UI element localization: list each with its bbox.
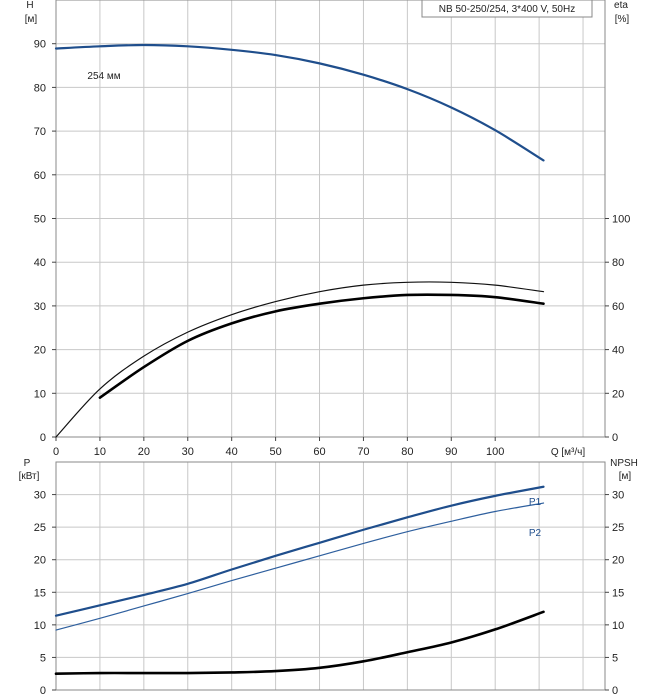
model-legend-box — [421, 0, 593, 18]
top-left-tick-label: 0 — [40, 432, 46, 444]
model-legend-text: NB 50-250/254, 3*400 V, 50Hz — [439, 4, 575, 15]
top-left-tick-label: 90 — [34, 39, 46, 51]
bottom-left-tick-label: 5 — [40, 652, 46, 664]
x-tick-label: 50 — [269, 446, 281, 458]
bottom-right-tick-label: 10 — [612, 620, 624, 632]
top-left-tick-label: 10 — [34, 388, 46, 400]
x-tick-label: 40 — [226, 446, 238, 458]
x-tick-label: 90 — [445, 446, 457, 458]
series-line-top-curve-2 — [98, 293, 545, 399]
x-tick-label: 60 — [313, 446, 325, 458]
top-right-axis-title: eta — [614, 0, 628, 11]
x-tick-label: 80 — [401, 446, 413, 458]
top-right-tick-label: 100 — [612, 214, 630, 226]
x-axis-title: Q [м³/ч] — [551, 447, 586, 458]
bottom-chart-grid — [55, 461, 606, 691]
top-left-tick-label: 30 — [34, 301, 46, 313]
top-right-tick-label: 20 — [612, 388, 624, 400]
bottom-left-axis-unit: [кВт] — [19, 471, 40, 482]
top-left-tick-label: 40 — [34, 257, 46, 269]
x-tick-label: 30 — [182, 446, 194, 458]
bottom-left-axis-title: P — [24, 458, 31, 469]
bottom-right-tick-label: 20 — [612, 555, 624, 567]
top-left-axis-title: H — [26, 0, 33, 11]
series-line-p1 — [54, 485, 545, 617]
bottom-right-axis-unit: [м] — [619, 471, 632, 482]
series-line-top-curve-1 — [55, 281, 545, 438]
top-chart-grid — [55, 0, 606, 438]
x-tick-label: 0 — [53, 446, 59, 458]
bottom-plot-frame — [55, 461, 606, 691]
bottom-right-tick-label: 30 — [612, 490, 624, 502]
top-right-tick-label: 0 — [612, 432, 618, 444]
top-right-tick-label: 40 — [612, 345, 624, 357]
top-right-tick-label: 60 — [612, 301, 624, 313]
series-line-top-curve-0 — [54, 43, 545, 162]
impeller-diameter-label: 254 мм — [87, 71, 120, 82]
bottom-left-tick-label: 20 — [34, 555, 46, 567]
series-label-p2: P2 — [529, 528, 542, 539]
top-left-tick-label: 70 — [34, 126, 46, 138]
x-tick-label: 70 — [357, 446, 369, 458]
x-tick-label: 20 — [138, 446, 150, 458]
x-tick-label: 100 — [486, 446, 504, 458]
bottom-right-axis-title: NPSH — [610, 458, 638, 469]
bottom-left-tick-label: 30 — [34, 490, 46, 502]
top-left-tick-label: 80 — [34, 82, 46, 94]
series-line-bottom-curve-2 — [54, 610, 545, 676]
top-left-tick-label: 60 — [34, 170, 46, 182]
series-label-p1: P1 — [529, 497, 542, 508]
top-left-axis-unit: [м] — [25, 14, 38, 25]
x-tick-label: 10 — [94, 446, 106, 458]
bottom-right-tick-label: 0 — [612, 685, 618, 697]
bottom-right-tick-label: 15 — [612, 587, 624, 599]
bottom-left-tick-label: 10 — [34, 620, 46, 632]
bottom-right-tick-label: 25 — [612, 522, 624, 534]
chart-series — [54, 43, 545, 676]
bottom-right-tick-label: 5 — [612, 652, 618, 664]
top-right-axis-unit: [%] — [615, 14, 630, 25]
bottom-left-tick-label: 15 — [34, 587, 46, 599]
top-right-tick-label: 80 — [612, 257, 624, 269]
series-line-p2 — [55, 502, 545, 631]
top-left-tick-label: 20 — [34, 345, 46, 357]
top-left-tick-label: 50 — [34, 214, 46, 226]
bottom-left-tick-label: 25 — [34, 522, 46, 534]
bottom-left-tick-label: 0 — [40, 685, 46, 697]
